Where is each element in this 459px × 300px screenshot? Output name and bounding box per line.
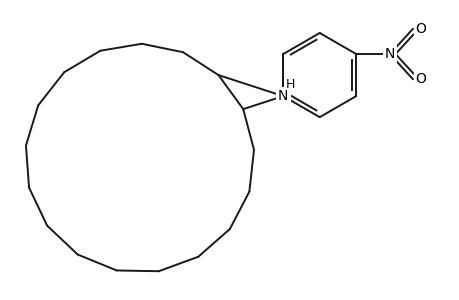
Text: N: N: [384, 47, 394, 61]
Text: N: N: [278, 89, 288, 103]
Text: H: H: [285, 78, 295, 91]
Text: O: O: [414, 72, 425, 86]
Text: O: O: [414, 22, 425, 36]
